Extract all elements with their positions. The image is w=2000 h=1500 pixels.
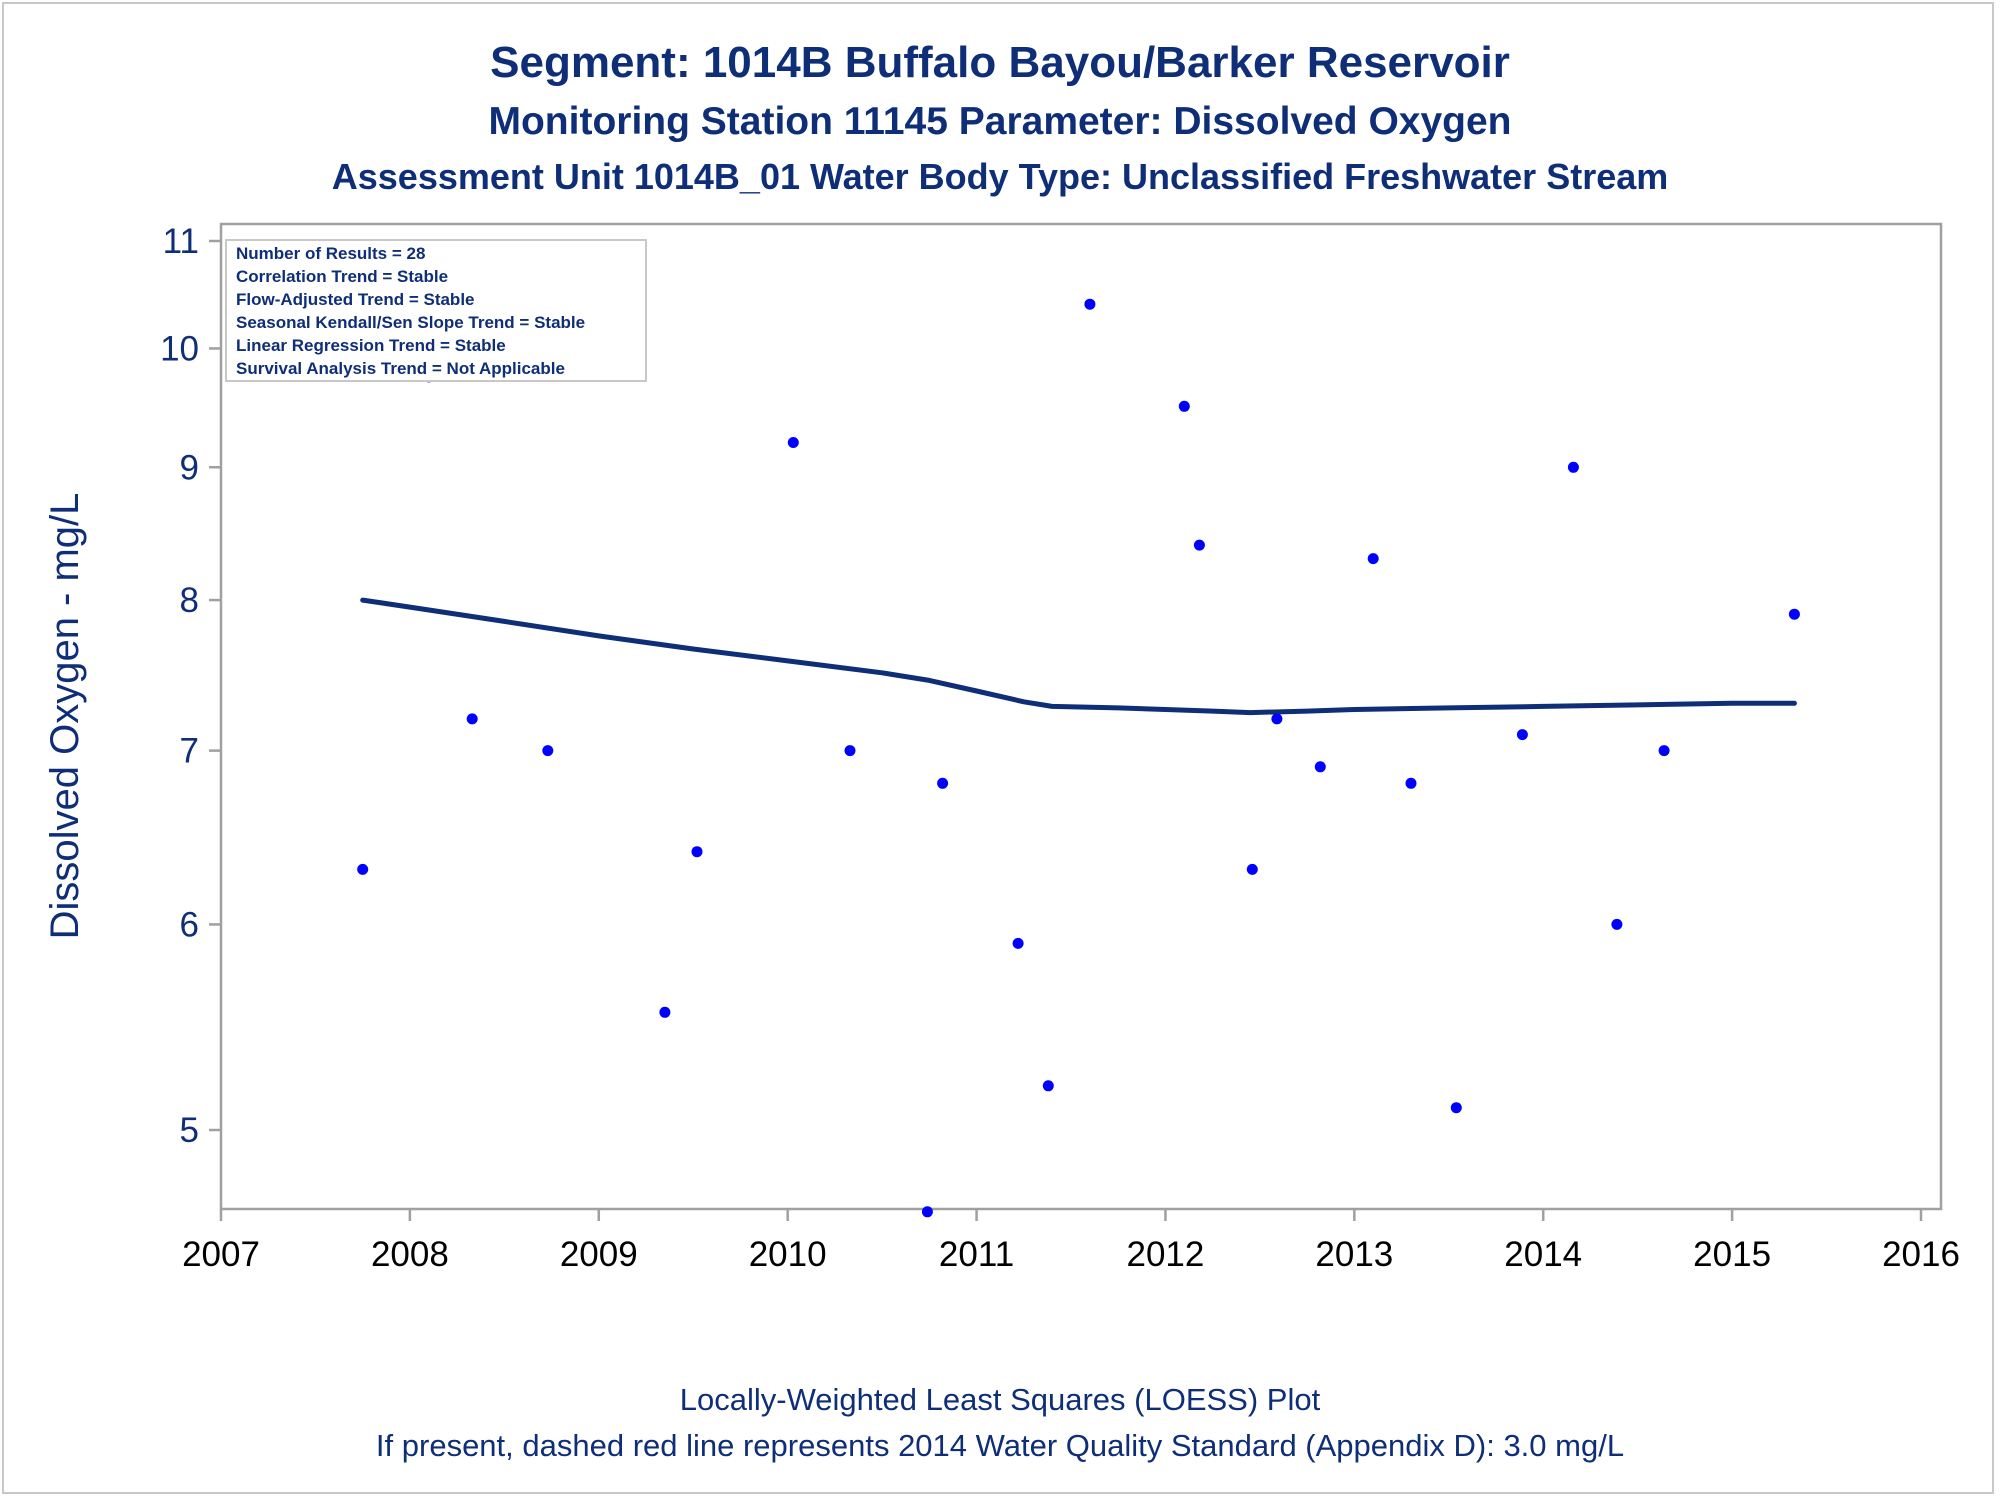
footer-note: Locally-Weighted Least Squares (LOESS) P… xyxy=(679,1382,1321,1417)
data-point xyxy=(1193,539,1205,551)
legend-border xyxy=(225,239,647,382)
data-point xyxy=(787,437,799,448)
data-point xyxy=(1788,608,1800,620)
legend-line-linear-regression: Linear Regression Trend = Stable xyxy=(236,336,506,355)
y-tick-label: 6 xyxy=(180,905,199,944)
y-tick-label: 7 xyxy=(180,732,199,771)
x-tick-label: 2015 xyxy=(1693,1235,1771,1274)
y-tick-label: 8 xyxy=(180,581,199,620)
y-axis-title: Dissolved Oxygen - mg/L xyxy=(43,493,87,940)
data-point xyxy=(659,1006,671,1018)
data-point xyxy=(1367,553,1379,565)
data-point xyxy=(937,777,949,789)
y-tick-label: 10 xyxy=(160,329,199,368)
data-point xyxy=(466,713,478,725)
data-point xyxy=(1246,863,1258,875)
x-tick-label: 2016 xyxy=(1882,1235,1960,1274)
data-point xyxy=(844,745,856,757)
x-tick-label: 2008 xyxy=(371,1235,449,1274)
x-tick-label: 2010 xyxy=(749,1235,827,1274)
chart-subtitle: Monitoring Station 11145 Parameter: Diss… xyxy=(488,100,1512,143)
legend-line-seasonal-kendall: Seasonal Kendall/Sen Slope Trend = Stabl… xyxy=(236,313,585,332)
legend-line-flow-adjusted: Flow-Adjusted Trend = Stable xyxy=(236,290,475,309)
data-point xyxy=(542,745,554,757)
data-point xyxy=(921,1206,933,1218)
legend-line-survival: Survival Analysis Trend = Not Applicable xyxy=(236,359,565,378)
data-point xyxy=(1271,713,1283,725)
legend-line-count: Number of Results = 28 xyxy=(236,244,425,263)
data-point xyxy=(1658,745,1670,757)
x-tick-label: 2009 xyxy=(560,1235,638,1274)
y-axis: 5 6 7 8 9 10 11 xyxy=(160,222,221,1150)
x-tick-label: 2013 xyxy=(1315,1235,1393,1274)
legend-box: Number of Results = 28 Correlation Trend… xyxy=(225,239,647,382)
y-tick-label: 9 xyxy=(180,448,199,487)
data-point xyxy=(1178,400,1190,412)
data-point xyxy=(357,863,369,875)
loess-line xyxy=(360,597,1797,716)
data-point xyxy=(1314,761,1326,773)
data-point xyxy=(691,846,703,858)
data-point xyxy=(1042,1080,1054,1092)
data-point xyxy=(1516,729,1528,741)
data-point xyxy=(1012,937,1024,949)
y-tick-label: 5 xyxy=(180,1111,199,1150)
footer-standard-note: If present, dashed red line represents 2… xyxy=(375,1428,1625,1463)
loess-line-group xyxy=(360,597,1797,716)
data-point xyxy=(1405,777,1417,789)
plot-area-border xyxy=(219,222,1943,1211)
y-tick-label: 11 xyxy=(163,222,199,261)
x-tick-label: 2014 xyxy=(1504,1235,1582,1274)
data-point xyxy=(1567,461,1579,473)
x-tick-label: 2007 xyxy=(182,1235,260,1274)
data-point xyxy=(1084,298,1096,310)
x-axis: 2007 2008 2009 2010 2011 2012 2013 2014 2015 2016 xyxy=(182,1209,1960,1274)
legend-line-correlation: Correlation Trend = Stable xyxy=(236,267,448,286)
x-tick-label: 2012 xyxy=(1127,1235,1205,1274)
data-points-group xyxy=(357,245,1800,1218)
chart-subtitle-2: Assessment Unit 1014B_01 Water Body Type… xyxy=(331,156,1669,197)
data-point xyxy=(1611,918,1623,930)
x-tick-label: 2011 xyxy=(939,1235,1014,1274)
chart-title: Segment: 1014B Buffalo Bayou/Barker Rese… xyxy=(490,38,1510,87)
data-point xyxy=(1450,1102,1462,1114)
